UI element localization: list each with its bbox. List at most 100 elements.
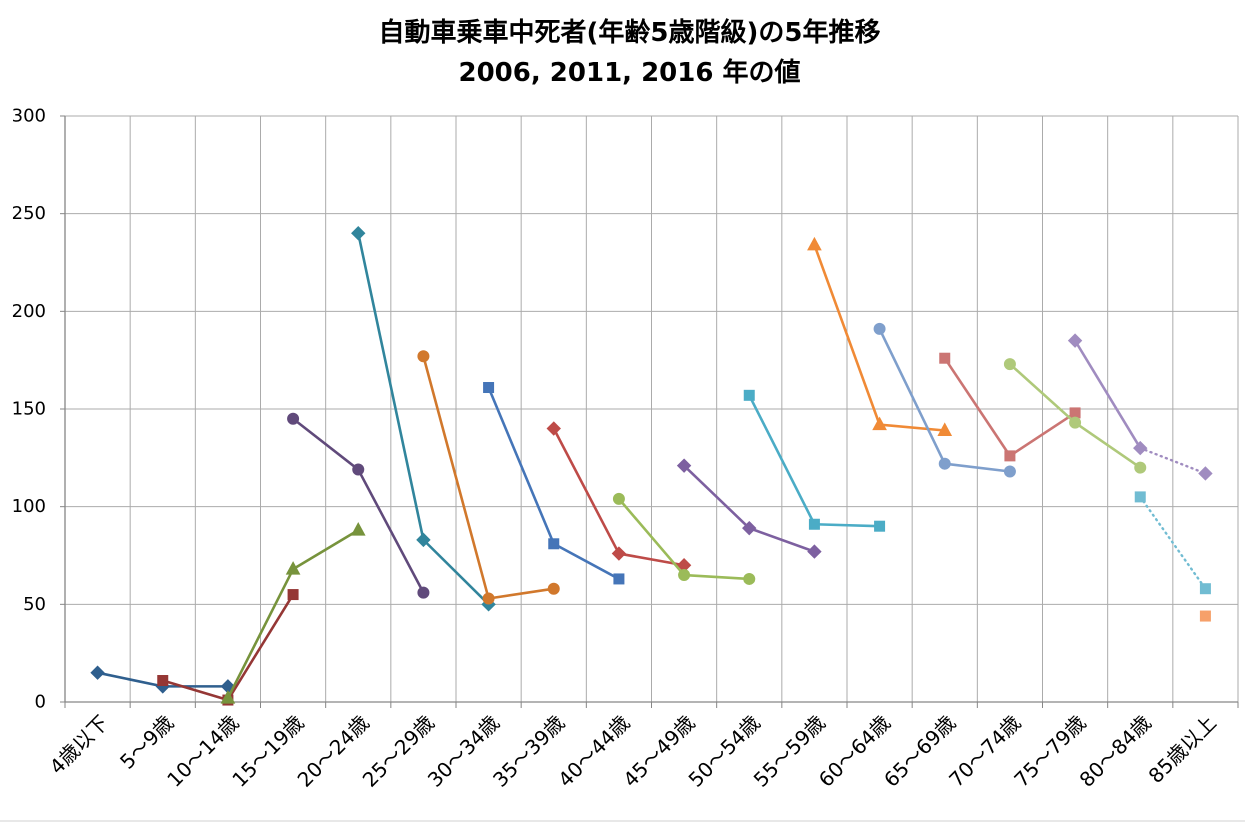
series-11-line [813,522,881,528]
series-7-line [487,386,556,546]
series-17-point [1134,491,1146,503]
series-10-point [807,544,822,559]
series-8-point [546,421,561,436]
series-4-line [356,468,425,594]
series-9-point [743,572,756,585]
series-7-line [552,542,621,581]
series-11-point [808,518,820,530]
series-15-point [1134,461,1147,474]
series-6 [417,350,560,605]
y-tick-label: 200 [12,301,46,322]
series-4-point [417,586,430,599]
series-17-point [1199,583,1211,595]
series-6-point [547,582,560,595]
series-4-point [352,463,365,476]
series-7-point [483,382,495,394]
series-14-point [939,352,951,364]
series-3-point [220,690,236,704]
series-3-line [226,567,295,700]
series-11-point [743,389,755,401]
series-14-line [943,356,1012,458]
series-17-line [1139,495,1207,590]
series-9-point [678,569,691,582]
series-10 [676,458,822,559]
series-9-line [617,497,686,577]
series-13-line [878,327,947,465]
series-2-line [226,593,295,702]
series-3-point [285,561,301,575]
series-5-point [351,225,366,241]
series-16-line [1139,446,1207,475]
series-11-line [747,394,816,526]
series-6-point [482,592,495,605]
series-13-point [1003,465,1016,478]
series-9-point [612,492,625,505]
series-7-point [613,573,625,585]
series-14-point [1069,407,1081,419]
y-tick-label: 250 [12,203,46,224]
series-11-point [874,520,886,532]
series-4 [287,412,430,599]
series-10-point [742,520,757,536]
series-12-point [937,422,953,436]
series-10-line [682,464,751,530]
series-1-line [96,671,165,688]
series-5 [351,225,496,612]
series-16 [1067,333,1213,481]
series-3 [220,522,366,704]
series-7-point [548,538,560,550]
x-tick-label: 5～9歳 [115,711,178,774]
chart-title-block: 自動車乗車中死者(年齢5歳階級)の5年推移 2006, 2011, 2016 年… [0,13,1245,93]
series-16-point [1198,466,1213,481]
series-15-point [1003,358,1016,371]
series-10-point [676,458,692,473]
series-12-line [878,423,947,432]
series-14-point [1004,450,1016,462]
series-15-point [1069,416,1082,429]
series-16-point [1133,440,1148,456]
series-8-point [611,546,627,561]
series-13-line [943,462,1012,473]
series-14 [939,352,1081,462]
chart-subtitle: 2006, 2011, 2016 年の値 [458,58,801,88]
series-7 [483,382,625,585]
series-2-point [287,589,299,601]
x-tick-label: 85歳以上 [1144,711,1221,788]
series-11 [743,389,886,532]
gridlines [64,115,1239,703]
series-5-line [422,538,490,606]
series-17 [1134,491,1211,595]
chart-title: 自動車乗車中死者(年齢5歳階級)の5年推移 [378,18,881,48]
series-8-line [552,427,621,555]
series-12-point [872,416,887,431]
y-tick-label: 100 [12,496,46,517]
series-9-line [682,573,751,581]
series-16-line [1073,339,1142,450]
series-12-point [807,236,822,251]
y-tick-label: 300 [12,106,46,127]
series-13-point [938,457,951,470]
series-1-point [90,665,105,680]
series-10-line [747,526,816,553]
y-tick-label: 150 [12,399,46,420]
series-2-line [161,679,230,702]
series-6-line [487,587,556,600]
series-2-point [157,675,169,687]
series-14-line [1008,411,1077,458]
series-3-point [350,522,366,536]
series-18 [1199,610,1211,622]
series-16-point [1067,333,1083,348]
series-15-line [1073,421,1142,469]
series-6-point [417,350,430,363]
series-4-point [287,412,300,425]
series-9 [612,492,756,585]
series-3-line [291,528,360,571]
series-15-line [1008,362,1077,424]
series-13-point [873,322,886,335]
series-6-line [422,354,490,600]
x-tick-label: 80～84歳 [1075,711,1156,792]
series-18-point [1199,610,1211,622]
series-5-point [416,532,431,548]
x-tick-labels: 4歳以下 5～9歳10～14歳15～19歳20～24歳25～29歳30～34歳35… [45,711,1221,792]
